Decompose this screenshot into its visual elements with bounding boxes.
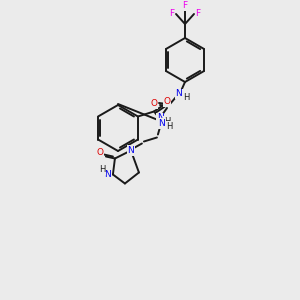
Text: O: O [164, 97, 170, 106]
Text: O: O [96, 148, 103, 157]
Text: F: F [169, 8, 175, 17]
Text: F: F [195, 8, 201, 17]
Text: F: F [182, 2, 188, 10]
Text: H: H [99, 165, 105, 174]
Text: N: N [104, 170, 111, 179]
Text: H: H [166, 122, 172, 131]
Text: N: N [157, 113, 164, 122]
Text: H: H [183, 92, 189, 101]
Text: N: N [128, 146, 134, 155]
Text: O: O [151, 100, 158, 109]
Text: H: H [164, 116, 170, 125]
Text: N: N [176, 89, 182, 98]
Text: N: N [158, 119, 165, 128]
